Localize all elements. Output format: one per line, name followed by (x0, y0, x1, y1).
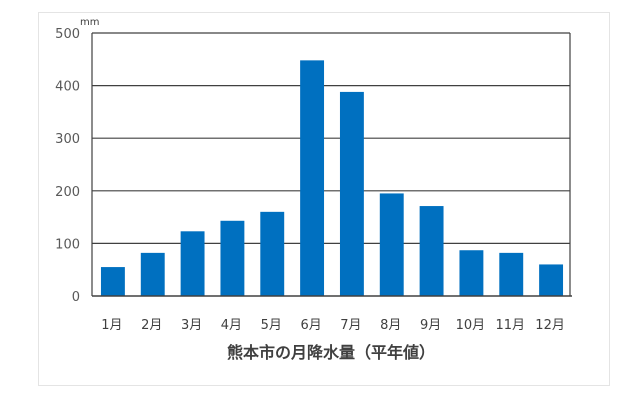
x-tick-label: 10月 (456, 318, 486, 333)
bar-7月 (339, 91, 364, 296)
x-tick-label: 2月 (141, 318, 162, 333)
bar-10月 (459, 250, 484, 296)
x-tick-label: 4月 (221, 318, 242, 333)
x-tick-label: 9月 (420, 318, 441, 333)
bar-6月 (300, 60, 325, 296)
bar-4月 (220, 220, 245, 296)
bar-1月 (100, 267, 125, 296)
y-tick-label: 500 (55, 27, 80, 42)
bar-2月 (140, 252, 165, 296)
y-unit-label: mm (80, 17, 99, 28)
x-tick-label: 8月 (380, 318, 401, 333)
bar-3月 (180, 231, 205, 296)
bar-12月 (539, 264, 564, 296)
bar-5月 (260, 211, 285, 296)
y-tick-label: 100 (55, 237, 80, 252)
x-tick-label: 12月 (535, 318, 565, 333)
bar-11月 (499, 252, 524, 296)
y-tick-label: 200 (55, 185, 80, 200)
x-tick-label: 5月 (261, 318, 282, 333)
x-tick-label: 1月 (101, 318, 122, 333)
x-tick-label: 11月 (495, 318, 525, 333)
x-axis-title: 熊本市の月降水量（平年値） (227, 343, 435, 362)
bar-8月 (379, 193, 404, 296)
x-tick-label: 6月 (300, 318, 321, 333)
bar-9月 (419, 206, 444, 296)
y-tick-label: 300 (55, 132, 80, 147)
x-tick-label: 7月 (340, 318, 361, 333)
x-tick-label: 3月 (181, 318, 202, 333)
y-tick-label: 0 (72, 290, 80, 305)
y-tick-label: 400 (55, 80, 80, 95)
